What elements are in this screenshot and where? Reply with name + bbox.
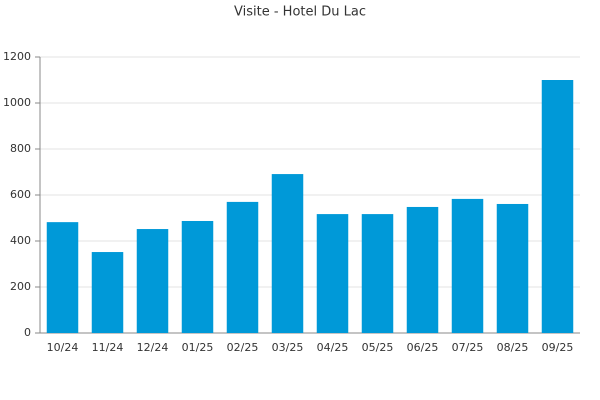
y-tick-label: 1000 xyxy=(3,96,31,109)
chart-title: Visite - Hotel Du Lac xyxy=(234,5,366,20)
y-tick-label: 400 xyxy=(10,234,31,247)
bar xyxy=(46,222,79,333)
y-tick-label: 0 xyxy=(24,326,31,339)
x-tick-label: 04/25 xyxy=(317,341,349,354)
bar xyxy=(226,201,259,333)
bar xyxy=(181,220,214,333)
x-tick-label: 09/25 xyxy=(542,341,574,354)
bar xyxy=(271,174,304,333)
bar xyxy=(451,198,484,333)
y-tick-label: 1200 xyxy=(3,50,31,63)
x-tick-label: 06/25 xyxy=(407,341,439,354)
x-tick-label: 02/25 xyxy=(227,341,259,354)
x-tick-label: 11/24 xyxy=(92,341,124,354)
y-tick-label: 800 xyxy=(10,142,31,155)
y-tick-label: 200 xyxy=(10,280,31,293)
bar xyxy=(406,206,439,333)
bar xyxy=(136,229,169,333)
x-tick-label: 05/25 xyxy=(362,341,394,354)
bar xyxy=(496,203,529,333)
bar xyxy=(541,80,574,333)
x-tick-label: 01/25 xyxy=(182,341,214,354)
x-tick-label: 07/25 xyxy=(452,341,484,354)
x-tick-label: 08/25 xyxy=(497,341,529,354)
y-tick-label: 600 xyxy=(10,188,31,201)
bar xyxy=(316,214,349,333)
x-tick-label: 03/25 xyxy=(272,341,304,354)
bar xyxy=(91,252,124,333)
bar xyxy=(361,214,394,333)
x-tick-label: 12/24 xyxy=(137,341,169,354)
x-tick-label: 10/24 xyxy=(47,341,79,354)
